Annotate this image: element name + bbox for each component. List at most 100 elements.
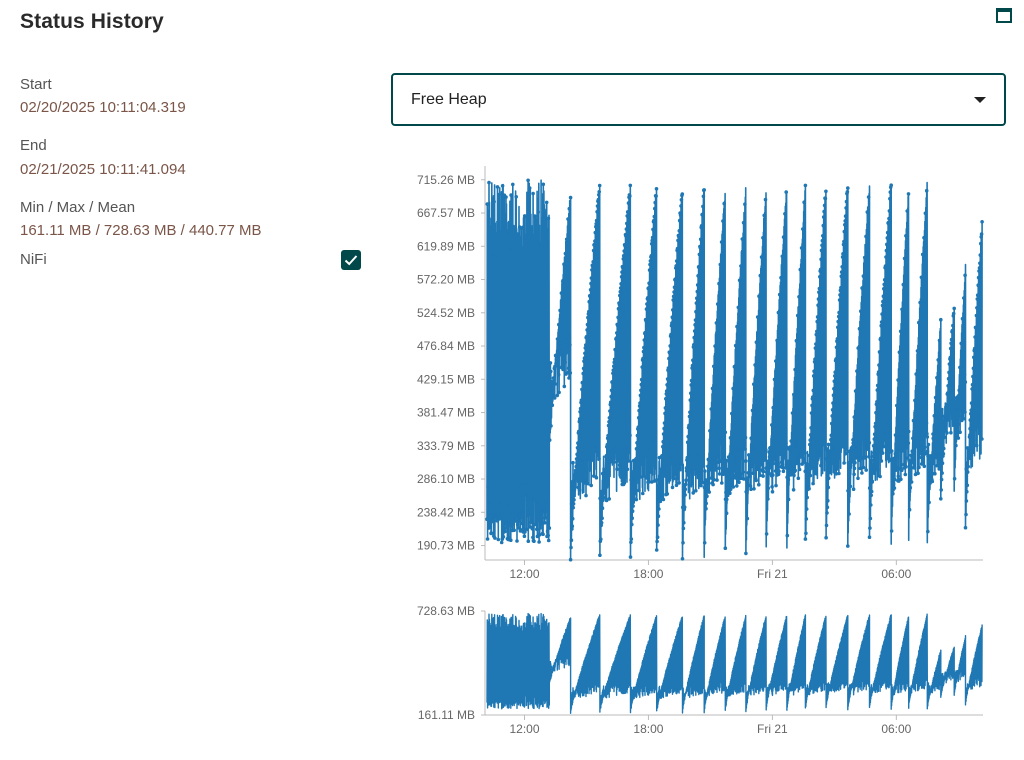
data-point [692, 343, 696, 347]
data-point [877, 448, 881, 453]
maximize-icon[interactable] [996, 8, 1012, 23]
data-point [865, 436, 869, 441]
data-point [620, 270, 624, 274]
overview-x-tick-label: 18:00 [633, 722, 663, 736]
data-point [893, 468, 898, 473]
data-point [970, 382, 975, 387]
data-point [603, 496, 608, 500]
data-point [643, 330, 647, 335]
data-point [946, 418, 951, 422]
data-point [646, 296, 650, 300]
data-point [613, 443, 618, 447]
data-point [913, 398, 917, 403]
data-point [817, 453, 822, 458]
data-point [684, 478, 688, 483]
data-point [873, 466, 877, 470]
data-point [685, 440, 690, 445]
data-point [582, 356, 587, 360]
data-point [669, 332, 673, 337]
data-point [755, 315, 760, 319]
data-point [856, 434, 861, 439]
data-point [611, 368, 616, 372]
data-point [486, 485, 490, 489]
data-point [763, 197, 768, 202]
data-point [638, 475, 642, 479]
data-point [492, 199, 496, 204]
data-point [580, 380, 585, 385]
overview-chart[interactable]: 161.11 MB 728.63 MB 12:00 18:00 Fri 21 06:00 [395, 598, 1015, 738]
data-point [717, 281, 721, 286]
data-point [715, 478, 719, 482]
data-point [592, 474, 596, 478]
data-point [774, 441, 779, 446]
data-point [644, 319, 648, 323]
data-point [499, 499, 503, 504]
data-point [875, 400, 879, 404]
data-point [587, 309, 591, 314]
data-point [638, 401, 642, 405]
data-point [504, 521, 509, 526]
data-point [660, 454, 665, 459]
data-point [509, 538, 513, 542]
data-point [868, 526, 872, 530]
data-point [913, 432, 917, 437]
data-point [811, 374, 816, 378]
data-point [656, 523, 660, 527]
node-checkbox[interactable] [341, 250, 361, 270]
data-point [929, 457, 934, 461]
data-point [979, 232, 984, 236]
data-point [808, 473, 813, 478]
data-point [607, 497, 611, 501]
data-point [575, 452, 579, 457]
data-point [664, 397, 668, 401]
data-point [892, 486, 897, 490]
data-point [696, 274, 700, 278]
data-point [727, 460, 731, 464]
data-point [915, 349, 920, 353]
data-point [544, 500, 548, 505]
data-point [900, 307, 904, 312]
data-point [613, 348, 618, 352]
overview-series-line [486, 612, 983, 714]
data-point [597, 457, 601, 461]
data-point [909, 453, 913, 458]
data-point [616, 315, 620, 320]
data-point [499, 540, 504, 545]
data-point [537, 532, 542, 537]
data-point [699, 483, 703, 488]
data-point [980, 220, 984, 224]
data-point [515, 522, 520, 527]
data-point [665, 377, 670, 381]
data-point [881, 299, 885, 304]
data-point [594, 222, 598, 226]
data-point [841, 431, 845, 436]
data-point [577, 417, 582, 421]
data-point [970, 446, 975, 451]
data-point [744, 551, 748, 556]
data-point [908, 476, 913, 480]
data-point [754, 478, 758, 483]
data-point [616, 459, 621, 463]
data-point [642, 338, 647, 342]
data-point [920, 252, 925, 257]
data-point [721, 219, 725, 223]
data-point [815, 315, 820, 319]
data-point [666, 478, 671, 482]
data-point [723, 546, 728, 550]
data-point [759, 255, 764, 259]
data-point [553, 364, 557, 369]
data-point [917, 465, 921, 470]
data-point [541, 505, 546, 509]
data-point [975, 293, 980, 297]
data-point [615, 467, 619, 472]
data-point [902, 256, 907, 261]
data-point [820, 238, 825, 243]
metric-select[interactable]: Free Heap [391, 73, 1006, 126]
data-point [806, 482, 810, 487]
data-point [772, 458, 777, 462]
data-point [872, 450, 876, 455]
data-point [825, 511, 829, 515]
data-point [670, 485, 675, 490]
data-point [931, 461, 936, 466]
data-point [961, 391, 965, 396]
